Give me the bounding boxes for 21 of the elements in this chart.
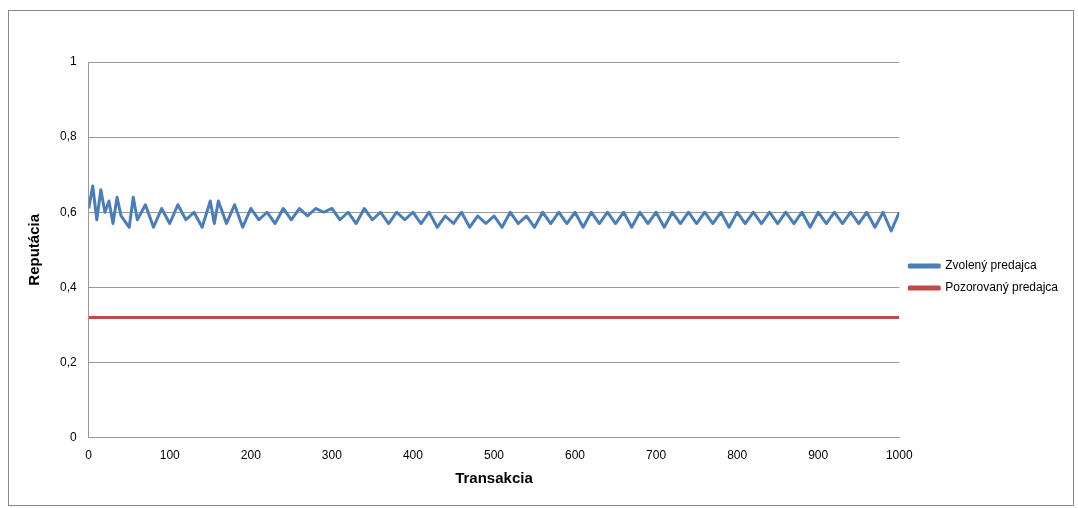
x-tick-label: 800 xyxy=(727,448,748,463)
x-tick-label: 0 xyxy=(85,448,93,463)
y-tick-label: 0,8 xyxy=(59,129,77,144)
legend-label: Pozorovaný predajca xyxy=(945,280,1059,295)
x-tick-label: 600 xyxy=(565,448,586,463)
x-tick-label: 500 xyxy=(483,448,505,463)
x-tick-label: 200 xyxy=(240,448,262,463)
y-tick-label: 0 xyxy=(69,429,77,444)
x-tick-label: 300 xyxy=(321,448,343,463)
y-tick-label: 0,4 xyxy=(59,279,77,294)
y-axis-title: Reputácia xyxy=(25,213,43,286)
y-tick-label: 1 xyxy=(69,54,77,69)
x-tick-label: 1000 xyxy=(885,448,913,463)
x-tick-label: 700 xyxy=(646,448,667,463)
y-tick-label: 0,2 xyxy=(59,354,77,369)
x-tick-label: 100 xyxy=(159,448,181,463)
x-axis-title: Transakcia xyxy=(455,469,534,487)
x-tick-label: 400 xyxy=(402,448,424,463)
y-tick-label: 0,6 xyxy=(59,204,77,219)
x-tick-label: 900 xyxy=(808,448,829,463)
legend-label: Zvolený predajca xyxy=(945,258,1037,273)
